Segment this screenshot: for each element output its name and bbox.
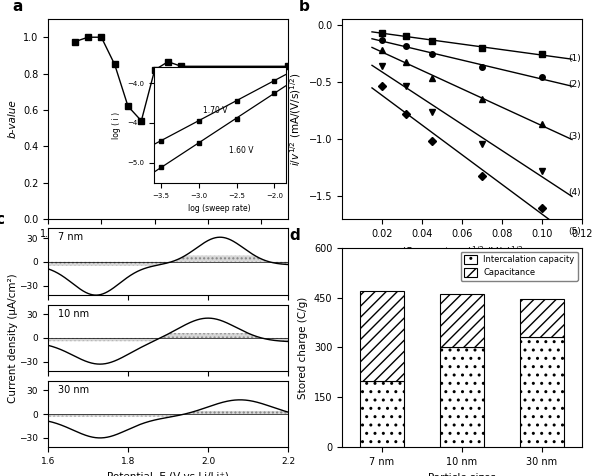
Legend: Intercalation capacity, Capacitance: Intercalation capacity, Capacitance xyxy=(461,252,578,281)
Bar xyxy=(360,291,404,381)
Bar xyxy=(440,347,484,447)
Text: 7 nm: 7 nm xyxy=(58,232,83,242)
Text: (5): (5) xyxy=(568,228,581,237)
Text: 30 nm: 30 nm xyxy=(58,385,89,395)
Bar xyxy=(520,299,564,337)
Bar xyxy=(520,337,564,447)
Text: 10 nm: 10 nm xyxy=(58,308,89,318)
Text: (1): (1) xyxy=(568,54,581,63)
Text: c: c xyxy=(0,212,4,228)
Text: d: d xyxy=(289,228,300,243)
Y-axis label: $i/v^{1/2}$ (mA/(V/s)$^{1/2}$): $i/v^{1/2}$ (mA/(V/s)$^{1/2}$) xyxy=(289,72,303,166)
X-axis label: (Scan rate, v)$^{1/2}$ (V/s)$^{1/2}$: (Scan rate, v)$^{1/2}$ (V/s)$^{1/2}$ xyxy=(401,244,523,259)
Bar xyxy=(360,381,404,447)
Text: (3): (3) xyxy=(568,132,581,141)
Text: (4): (4) xyxy=(568,188,581,197)
X-axis label: Potential  E (V vs Li/Li⁺): Potential E (V vs Li/Li⁺) xyxy=(107,472,229,476)
Y-axis label: Current density (μA/cm²): Current density (μA/cm²) xyxy=(8,273,18,403)
Y-axis label: b-value: b-value xyxy=(7,99,17,139)
Text: (2): (2) xyxy=(568,80,581,89)
Text: a: a xyxy=(12,0,22,14)
X-axis label: Potential E (V vs. Li/Li⁺): Potential E (V vs. Li/Li⁺) xyxy=(107,244,229,254)
X-axis label: Particle sizes: Particle sizes xyxy=(428,473,496,476)
Y-axis label: Stored charge (C/g): Stored charge (C/g) xyxy=(298,297,308,398)
Bar xyxy=(440,294,484,347)
Text: b: b xyxy=(299,0,310,14)
